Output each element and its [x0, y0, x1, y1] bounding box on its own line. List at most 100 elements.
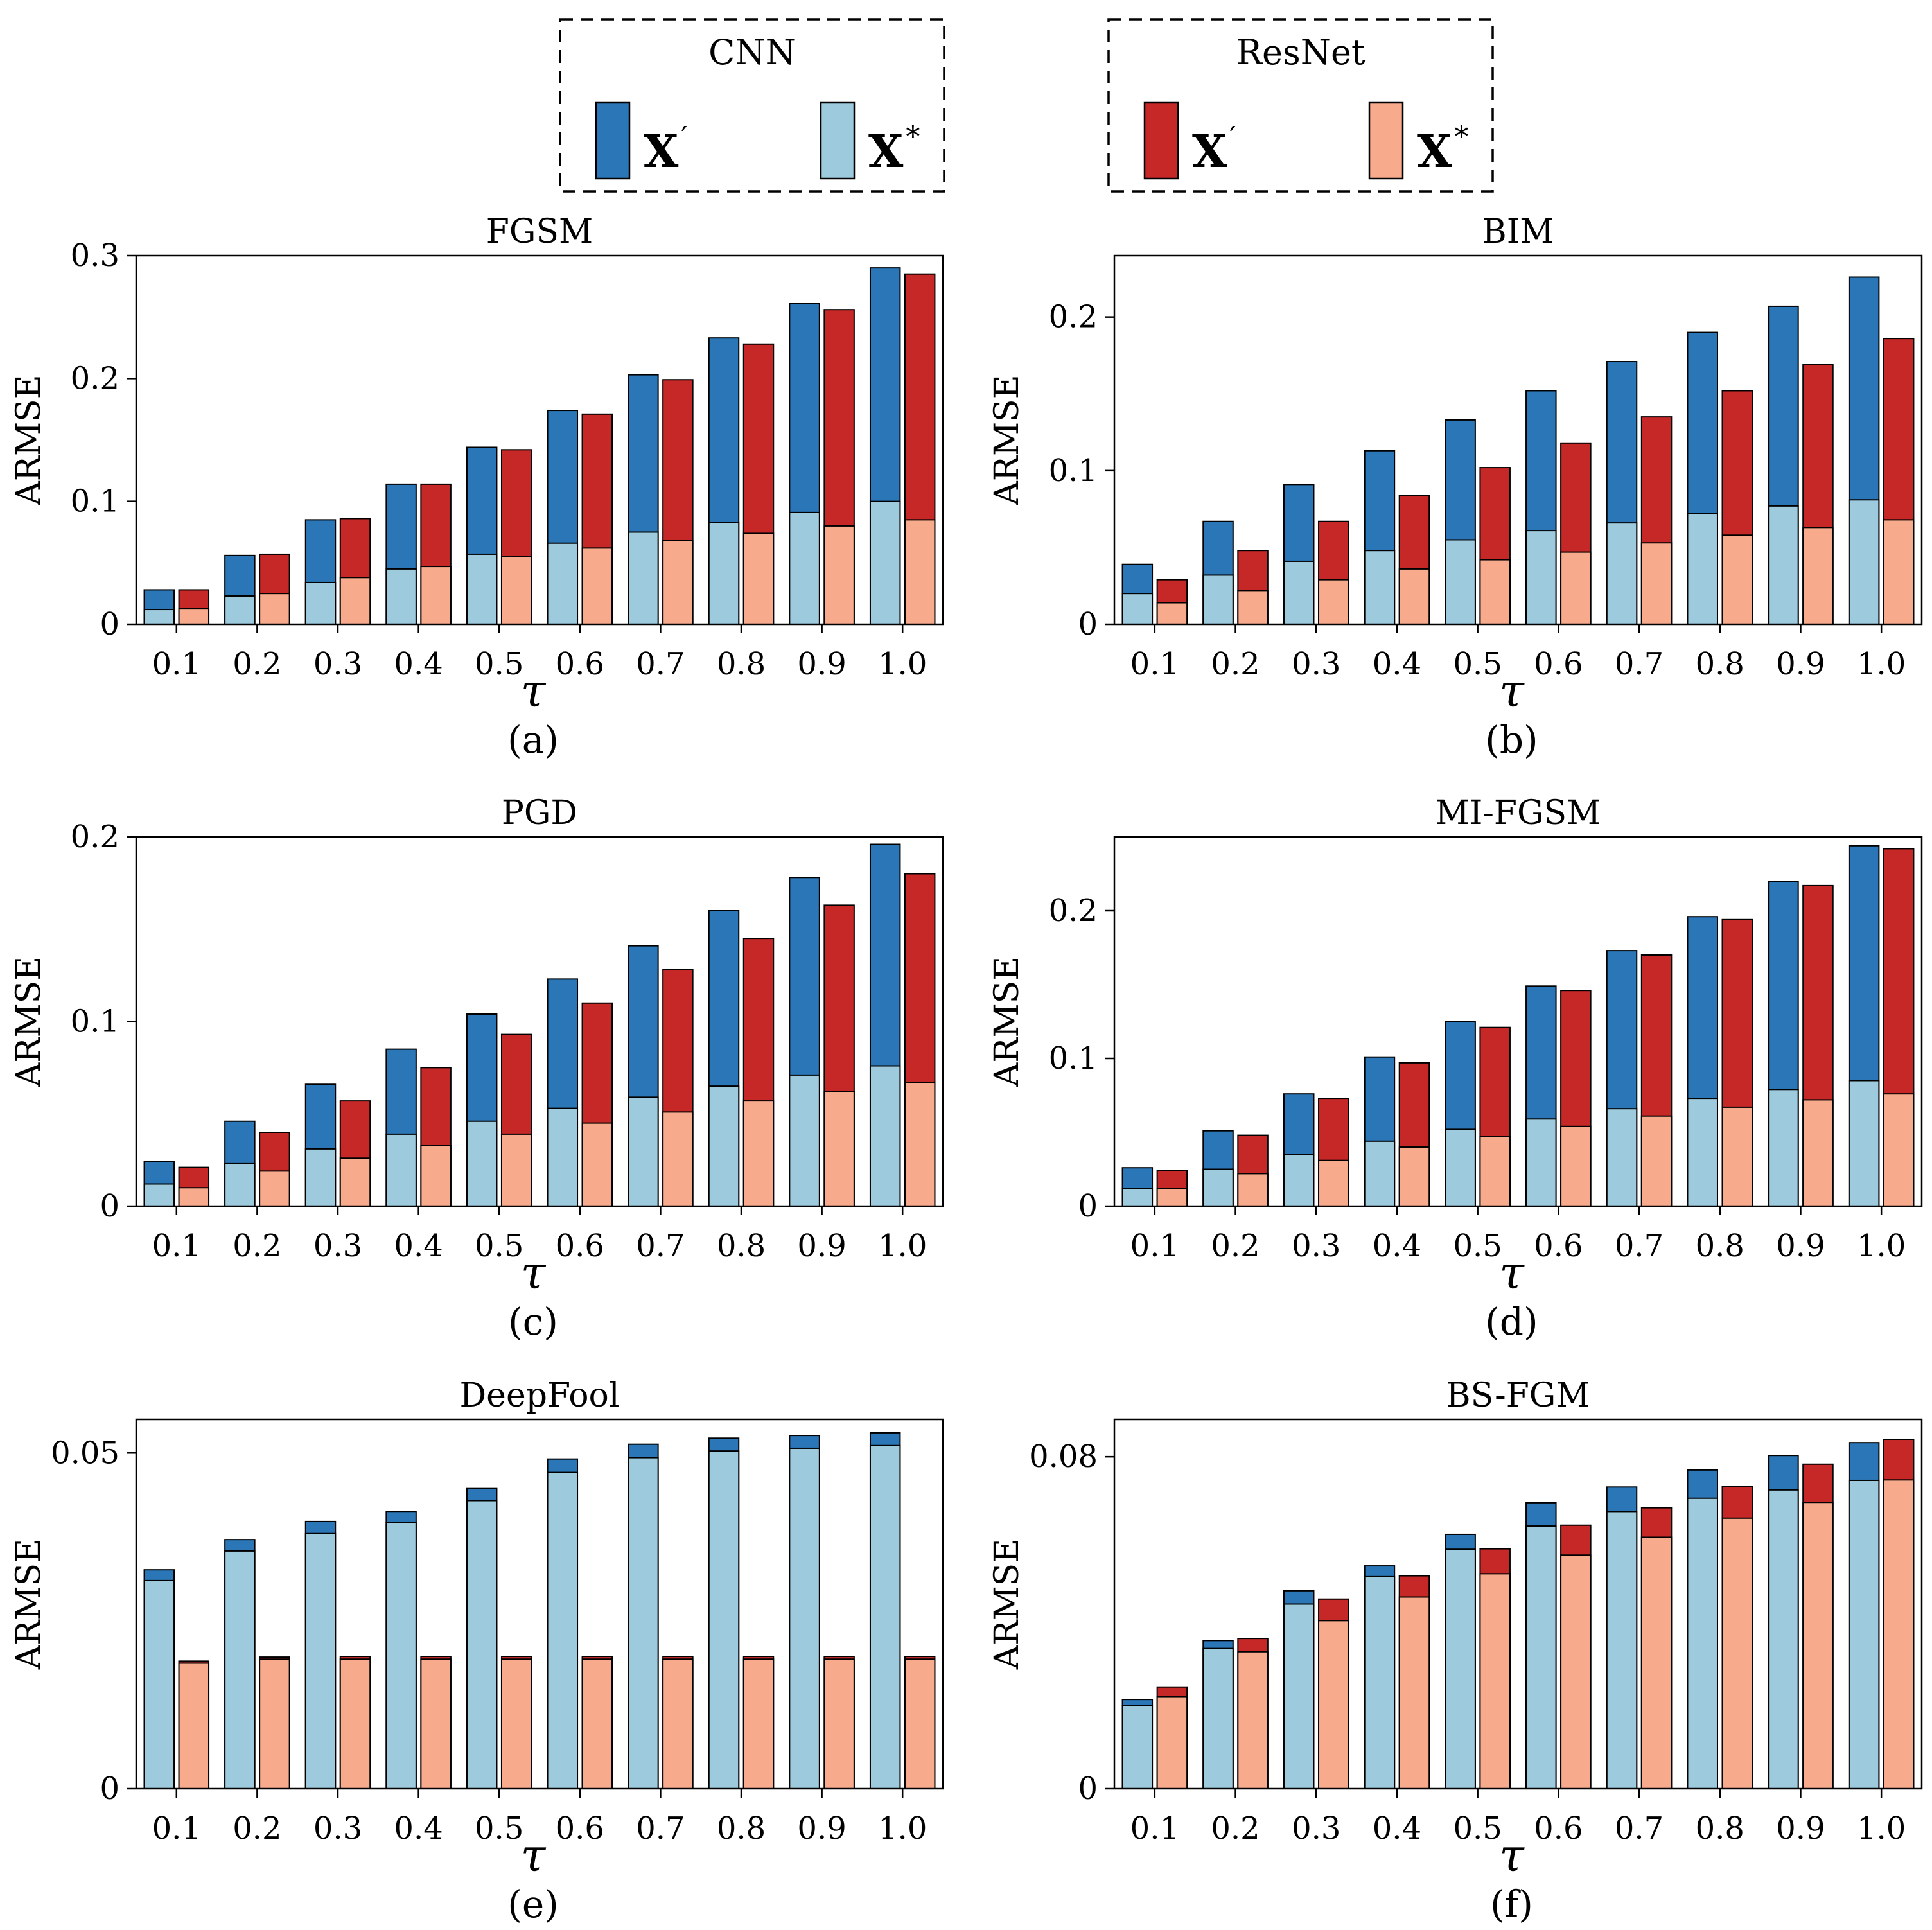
x-tick-label: 0.1: [1130, 646, 1179, 682]
bar-resnet-pur: [1156, 602, 1188, 625]
bar-resnet-pur: [742, 1658, 775, 1790]
bar-resnet-pur: [1398, 1596, 1430, 1789]
bar-cnn-pur: [1283, 1154, 1315, 1207]
bar-cnn-pur: [385, 1522, 417, 1789]
y-tick-label: 0.1: [71, 484, 119, 520]
y-axis-label: ARMSE: [10, 1539, 48, 1671]
bar-cnn-pur: [304, 581, 337, 625]
bar-cnn-pur: [708, 522, 740, 626]
x-axis-label: τ: [1499, 1247, 1525, 1299]
bar-resnet-pur: [1560, 1554, 1592, 1790]
bar-cnn-pur: [1687, 1098, 1718, 1207]
panel-bim: 0 0.1 0.2 0.1 0.2 0.3 0.4 0.5 0.6 0.7 0.8 0.9 1.0 BIM…: [988, 213, 1923, 762]
plot-frame: [135, 254, 944, 626]
bar-cnn-pur: [1525, 1118, 1557, 1207]
chart-title: BIM: [1482, 213, 1554, 251]
legend-cnn: CNN X′ X*: [559, 18, 945, 193]
legend-frame: [559, 18, 945, 193]
x-tick-label: 0.2: [233, 1811, 281, 1847]
legend-swatch: [820, 101, 856, 180]
x-tick-label: 0.2: [1211, 1228, 1260, 1264]
bar-resnet-pur: [1318, 579, 1349, 625]
chart-title: FGSM: [486, 213, 593, 251]
x-tick-label: 0.1: [152, 1228, 201, 1264]
bar-cnn-pur: [304, 1532, 337, 1790]
legend-title: ResNet: [1236, 32, 1366, 73]
bar-resnet-pur: [259, 593, 290, 626]
bar-resnet-pur: [581, 1122, 613, 1207]
y-tick-label: 0.2: [1049, 299, 1098, 335]
x-tick-label: 0.4: [1373, 1228, 1421, 1264]
bar-cnn-pur: [1283, 1603, 1315, 1789]
panel-caption: (d): [1485, 1300, 1538, 1344]
bar-resnet-pur: [1802, 527, 1834, 626]
x-tick-label: 0.9: [1776, 646, 1825, 682]
bar-resnet-pur: [823, 525, 855, 626]
bar-resnet-pur: [178, 1662, 210, 1789]
bar-cnn-pur: [1121, 1705, 1154, 1790]
bar-resnet-pur: [500, 1133, 532, 1207]
bar-resnet-pur: [742, 532, 775, 625]
plot-frame: [135, 836, 944, 1207]
x-tick-label: 0.1: [1130, 1228, 1179, 1264]
x-tick-label: 0.5: [475, 1811, 523, 1847]
panel-caption: (e): [507, 1882, 559, 1926]
bar-cnn-pur: [1606, 1511, 1638, 1790]
bar-cnn-pur: [1848, 499, 1880, 626]
bar-resnet-pur: [1398, 568, 1430, 626]
bar-cnn-pur: [466, 553, 498, 625]
bar-cnn-pur: [1202, 574, 1234, 626]
x-tick-label: 0.2: [233, 1228, 281, 1264]
y-tick-label: 0: [100, 1188, 119, 1224]
bar-resnet-pur: [1883, 1093, 1915, 1207]
y-axis-label: ARMSE: [10, 374, 48, 506]
panel-caption: (f): [1490, 1882, 1533, 1926]
bar-resnet-pur: [1640, 1536, 1673, 1789]
bar-resnet-pur: [339, 577, 371, 625]
bar-resnet-pur: [1156, 1188, 1188, 1207]
x-tick-label: 0.9: [797, 1811, 846, 1847]
x-tick-label: 0.7: [1615, 646, 1664, 682]
chart-title: BS-FGM: [1446, 1376, 1590, 1415]
bar-cnn-pur: [1525, 1525, 1557, 1789]
x-tick-label: 0.5: [1453, 1811, 1502, 1847]
bar-cnn-pur: [1525, 530, 1557, 625]
bar-resnet-pur: [178, 608, 210, 625]
bar-cnn-pur: [1364, 1140, 1396, 1207]
bar-resnet-pur: [420, 1145, 452, 1207]
bar-resnet-pur: [823, 1091, 855, 1207]
bar-resnet-pur: [1479, 1136, 1511, 1207]
x-axis-label: τ: [1499, 665, 1525, 717]
legend-swatch: [1368, 101, 1404, 180]
bar-cnn-pur: [304, 1148, 337, 1207]
x-tick-label: 0.3: [313, 1811, 362, 1847]
bar-resnet-pur: [1318, 1620, 1349, 1790]
bar-resnet-pur: [662, 1658, 694, 1790]
x-tick-label: 0.4: [1373, 1811, 1421, 1847]
bar-resnet-pur: [662, 1111, 694, 1207]
bar-cnn-pur: [1606, 522, 1638, 626]
bar-cnn-pur: [1606, 1108, 1638, 1207]
bar-resnet-pur: [1237, 1651, 1269, 1790]
bar-resnet-pur: [500, 1658, 532, 1790]
bar-cnn-pur: [869, 1444, 901, 1789]
plot-frame: [135, 1418, 944, 1790]
bar-resnet-pur: [904, 519, 936, 625]
y-tick-label: 0.2: [1049, 893, 1098, 929]
bar-cnn-pur: [224, 1550, 256, 1790]
legend-swatch: [595, 101, 631, 180]
bar-resnet-pur: [1721, 534, 1753, 625]
bar-cnn-pur: [1121, 1188, 1154, 1207]
x-tick-label: 0.1: [152, 646, 201, 682]
x-tick-label: 0.4: [394, 1811, 443, 1847]
x-tick-label: 0.2: [233, 646, 281, 682]
panel-fgsm: 0 0.1 0.2 0.3 0.1 0.2 0.3 0.4 0.5 0.6 0.7 0.8 0.9 1.0…: [10, 213, 944, 762]
x-tick-label: 0.3: [313, 646, 362, 682]
bar-cnn-pur: [466, 1120, 498, 1207]
bar-cnn-pur: [708, 1450, 740, 1790]
legend-resnet: ResNet X′ X*: [1107, 18, 1494, 193]
legend-label: X*: [868, 121, 920, 178]
legend-frame: [1107, 18, 1494, 193]
chart-title: DeepFool: [459, 1376, 619, 1415]
bar-resnet-pur: [420, 1658, 452, 1790]
